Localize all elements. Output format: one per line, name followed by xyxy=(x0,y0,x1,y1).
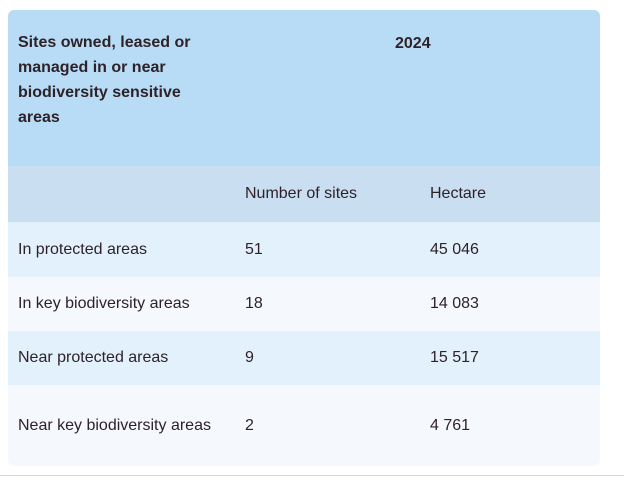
row-label: In key biodiversity areas xyxy=(18,295,190,312)
table-row: In key biodiversity areas 18 14 083 xyxy=(8,277,600,331)
row-hectare-value: 15 517 xyxy=(430,349,479,366)
row-label: Near key biodiversity areas xyxy=(18,416,211,434)
table-header: Sites owned, leased or managed in or nea… xyxy=(8,10,600,166)
year-header: 2024 xyxy=(395,35,431,52)
page-bottom-divider xyxy=(0,475,624,476)
row-hectare-value: 45 046 xyxy=(430,240,479,258)
row-sites-value: 9 xyxy=(245,349,254,366)
table-row: Near protected areas 9 15 517 xyxy=(8,331,600,385)
biodiversity-sites-table: Sites owned, leased or managed in or nea… xyxy=(8,10,600,466)
table-row: In protected areas 51 45 046 xyxy=(8,222,600,277)
table-title: Sites owned, leased or managed in or nea… xyxy=(18,34,191,126)
row-hectare-value: 4 761 xyxy=(430,416,471,434)
row-label: Near protected areas xyxy=(18,349,169,366)
row-sites-value: 2 xyxy=(245,416,254,434)
row-hectare-value: 14 083 xyxy=(430,295,479,312)
column-header-row: Number of sites Hectare xyxy=(8,166,600,222)
row-sites-value: 18 xyxy=(245,295,263,312)
table-row: Near key biodiversity areas 2 4 761 xyxy=(8,385,600,466)
column-header-number-of-sites: Number of sites xyxy=(245,185,358,202)
row-sites-value: 51 xyxy=(245,240,263,258)
column-header-hectare: Hectare xyxy=(430,185,487,202)
row-label: In protected areas xyxy=(18,240,147,258)
